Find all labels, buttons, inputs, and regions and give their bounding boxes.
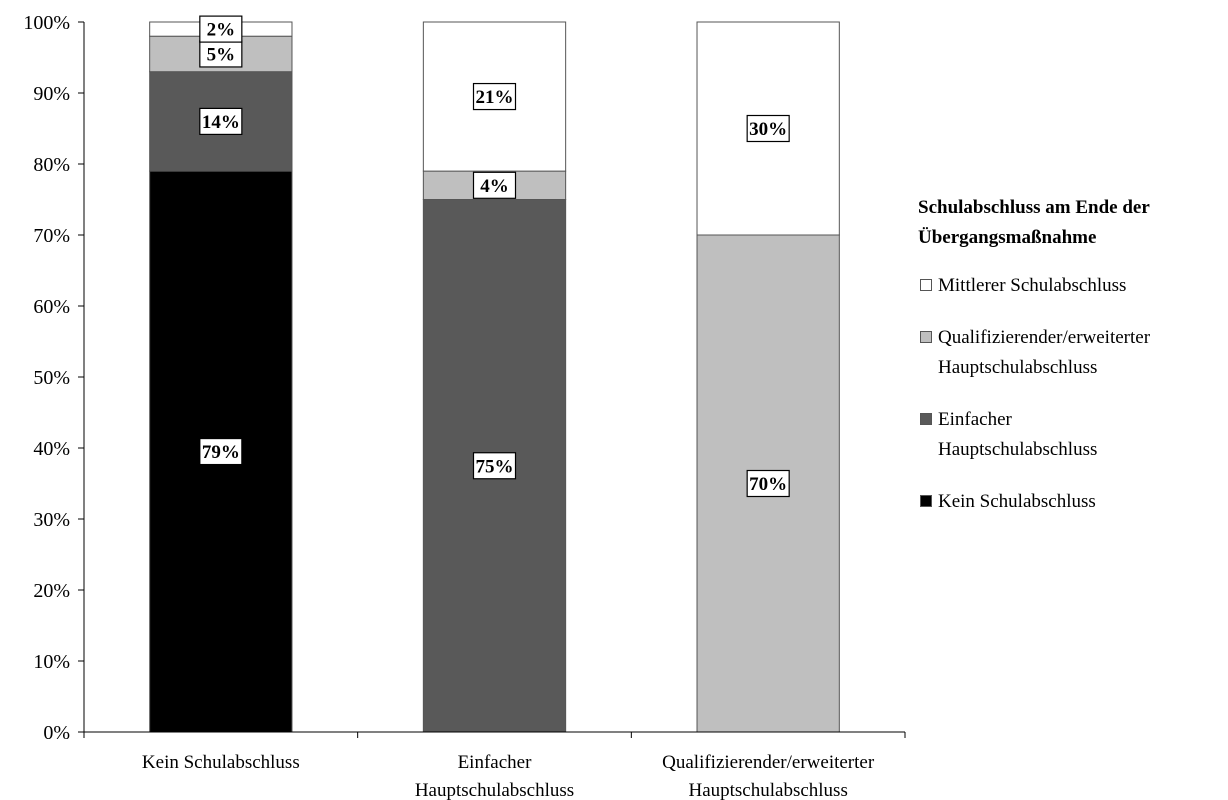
x-category-label: Kein Schulabschluss — [142, 752, 300, 773]
y-tick-label: 100% — [23, 12, 70, 34]
data-label-box — [199, 107, 243, 136]
y-tick-label: 50% — [33, 367, 70, 389]
data-label-box — [472, 452, 517, 480]
data-label: 2% — [207, 20, 236, 41]
y-tick-label: 30% — [33, 509, 70, 531]
y-tick-label: 0% — [43, 722, 70, 744]
y-tick-label: 70% — [33, 225, 70, 247]
data-label-box — [472, 82, 517, 111]
legend-title-line-1: Schulabschluss am Ende der — [918, 197, 1150, 218]
legend-item: Einfacher Hauptschulabschluss — [918, 405, 1224, 465]
data-label-box — [746, 469, 790, 498]
data-label-box — [746, 114, 790, 143]
data-label-box — [199, 437, 243, 466]
legend-title: Schulabschluss am Ende der Übergangsmaßn… — [918, 193, 1224, 253]
y-tick-label: 60% — [33, 296, 70, 318]
x-category-label: Hauptschulabschluss — [415, 780, 574, 800]
data-label-box — [199, 40, 243, 68]
x-category-label: Einfacher — [458, 752, 533, 773]
y-tick-label: 20% — [33, 580, 70, 602]
legend-item-label: Kein Schulabschluss — [938, 491, 1096, 512]
data-label: 5% — [207, 44, 236, 65]
data-label: 14% — [202, 112, 240, 133]
legend-swatch — [920, 495, 932, 507]
x-category-label: Hauptschulabschluss — [688, 780, 847, 800]
legend-item-label: Mittlerer Schulabschluss — [938, 275, 1127, 296]
data-label-box — [472, 171, 517, 199]
legend-item: Mittlerer Schulabschluss — [918, 271, 1224, 301]
y-tick-label: 90% — [33, 83, 70, 105]
legend-item: Kein Schulabschluss — [918, 487, 1224, 517]
y-tick-label: 80% — [33, 154, 70, 176]
data-label: 70% — [749, 474, 787, 495]
data-label: 4% — [480, 176, 509, 197]
x-axis: Kein Schulabschluss Einfacher Hauptschulab… — [83, 731, 906, 800]
data-labels: 79% 14% 5% 2% 75% 4% 21% 70% 30% — [199, 15, 790, 498]
data-label: 21% — [476, 87, 514, 108]
legend-items: Mittlerer Schulabschluss Qualifizierender… — [918, 271, 1224, 517]
legend-title-line-2: Übergangsmaßnahme — [918, 227, 1097, 248]
data-label-box — [199, 15, 243, 43]
legend-item: Qualifizierender/erweiterter Hauptschulab… — [918, 323, 1224, 383]
legend-swatch — [920, 279, 932, 291]
legend: Schulabschluss am Ende der Übergangsmaßn… — [918, 193, 1224, 539]
legend-item-label: Einfacher — [938, 409, 1012, 430]
legend-swatch — [920, 331, 932, 343]
bars — [149, 21, 840, 733]
data-label: 79% — [202, 442, 240, 463]
x-category-label: Qualifizierender/erweiterter — [662, 752, 875, 773]
legend-item-label: Qualifizierender/erweiterter — [938, 327, 1151, 348]
data-label: 75% — [476, 456, 514, 477]
y-tick-label: 10% — [33, 651, 70, 673]
y-axis: 0% 10% 20% 30% 40% 50% 60% 70% 80% 90% 100% — [23, 12, 85, 744]
legend-item-label: Hauptschulabschluss — [938, 439, 1098, 460]
legend-item-label: Hauptschulabschluss — [938, 357, 1098, 378]
legend-swatch — [920, 413, 932, 425]
y-tick-label: 40% — [33, 438, 70, 460]
data-label: 30% — [749, 119, 787, 140]
